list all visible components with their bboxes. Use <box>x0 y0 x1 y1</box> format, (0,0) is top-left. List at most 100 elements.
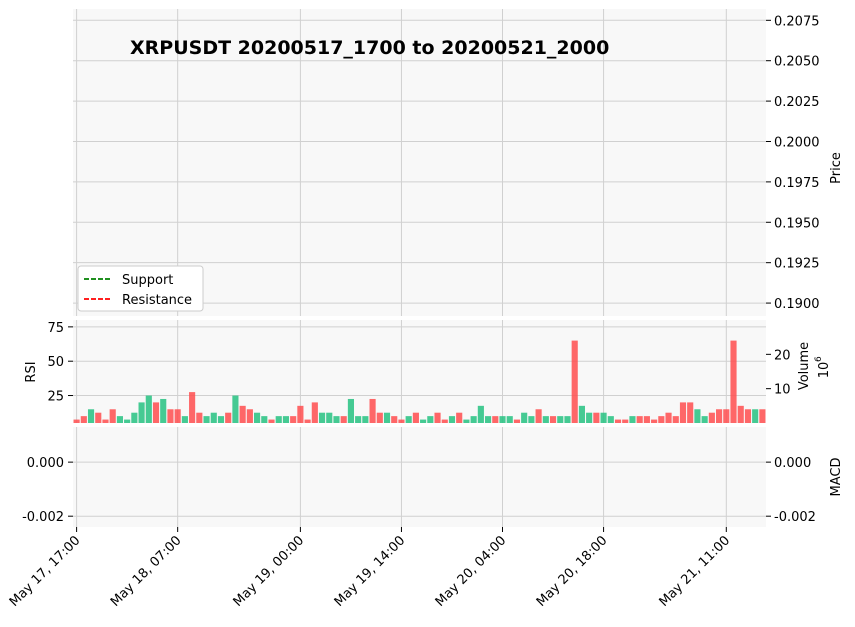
rsi-tick-label: 25 <box>47 390 64 405</box>
price-panel-bg <box>73 9 766 316</box>
x-tick-label: May 19, 00:00 <box>231 533 308 610</box>
macd-axis-label: MACD <box>829 458 844 497</box>
volume-unit-exp: 6 <box>814 356 824 362</box>
rsi-axis-label: RSI <box>24 361 39 382</box>
volume-bar <box>398 419 405 423</box>
volume-bar <box>470 416 477 423</box>
volume-bar <box>102 419 109 423</box>
volume-bar <box>124 419 131 423</box>
volume-bar <box>217 416 225 423</box>
legend-support-label: Support <box>122 273 173 288</box>
volume-bar <box>492 416 499 423</box>
volume-bar <box>145 395 152 423</box>
volume-bar <box>282 416 290 423</box>
volume-bar <box>521 412 528 423</box>
rsi-tick-label: 50 <box>47 355 64 370</box>
x-tick-label: May 18, 07:00 <box>108 533 185 610</box>
macd-panel-bg <box>73 427 766 527</box>
price-tick-label: 0.2075 <box>774 14 820 29</box>
volume-bar <box>463 419 470 423</box>
volume-bar <box>528 416 535 423</box>
price-axis-label: Price <box>829 152 844 184</box>
volume-bar <box>593 412 600 423</box>
volume-bar <box>759 409 766 423</box>
rsi-panel-bg <box>73 320 766 423</box>
volume-bar <box>499 416 506 423</box>
volume-bar <box>564 416 571 423</box>
volume-bar <box>340 416 347 423</box>
volume-bar <box>167 409 174 423</box>
volume-bar <box>448 416 456 423</box>
volume-bar <box>665 412 672 423</box>
volume-bar <box>716 409 723 423</box>
volume-bar <box>362 416 369 423</box>
volume-bar <box>391 416 398 423</box>
volume-tick-label: 10 <box>774 383 791 398</box>
volume-bar <box>333 416 340 423</box>
volume-bar <box>679 402 687 423</box>
volume-bar <box>174 409 181 423</box>
volume-bar <box>318 412 326 423</box>
volume-bar <box>196 412 203 423</box>
volume-bar <box>304 419 311 423</box>
volume-bar <box>513 419 521 423</box>
volume-bar <box>347 398 354 423</box>
x-tick-label: May 20, 04:00 <box>433 533 510 610</box>
volume-bar <box>672 416 679 423</box>
volume-bar <box>434 412 441 423</box>
volume-bar <box>643 416 650 423</box>
price-tick-label: 0.2050 <box>774 55 820 70</box>
volume-bar <box>160 398 167 423</box>
volume-bar <box>752 409 759 423</box>
volume-bar <box>369 398 376 423</box>
volume-bar <box>232 395 239 423</box>
volume-bar <box>571 340 578 423</box>
volume-bar <box>614 419 622 423</box>
volume-bar <box>622 419 629 423</box>
volume-bar <box>578 405 585 423</box>
macd-tick-label-left: -0.002 <box>22 510 64 525</box>
volume-bar <box>542 416 549 423</box>
macd-tick-label-right: 0.000 <box>774 456 811 471</box>
volume-bar <box>636 416 643 423</box>
price-tick-label: 0.2000 <box>774 135 820 150</box>
volume-bar <box>730 340 737 423</box>
volume-bar <box>535 409 542 423</box>
chart-title: XRPUSDT 20200517_1700 to 20200521_2000 <box>130 37 609 59</box>
volume-bar <box>73 419 80 423</box>
volume-bar <box>658 416 665 423</box>
x-tick-label: May 20, 18:00 <box>534 533 611 610</box>
volume-bar <box>456 412 463 423</box>
volume-bar <box>376 412 383 423</box>
volume-bar <box>412 412 419 423</box>
volume-bar <box>189 392 196 423</box>
volume-bar <box>246 409 253 423</box>
volume-bar <box>405 416 412 423</box>
x-tick-label: May 21, 11:00 <box>657 533 734 610</box>
macd-tick-label-right: -0.002 <box>774 510 816 525</box>
volume-bar <box>701 416 708 423</box>
volume-bar <box>477 405 484 423</box>
volume-bar <box>549 416 557 423</box>
volume-bar <box>383 412 391 423</box>
volume-unit-base: 10 <box>817 362 832 379</box>
volume-bar <box>744 409 752 423</box>
volume-bar <box>297 405 304 423</box>
volume-bar <box>275 416 282 423</box>
price-tick-label: 0.1975 <box>774 176 820 191</box>
volume-tick-label: 20 <box>774 348 791 363</box>
volume-bar <box>355 416 362 423</box>
price-tick-label: 0.1950 <box>774 216 820 231</box>
volume-bar <box>694 409 701 423</box>
volume-bar <box>290 416 297 423</box>
volume-bar <box>708 412 715 423</box>
x-tick-label: May 17, 17:00 <box>7 533 84 610</box>
volume-bar <box>203 416 210 423</box>
volume-bar <box>557 416 564 423</box>
volume-bar <box>152 402 160 423</box>
volume-bar <box>506 416 513 423</box>
volume-bar <box>311 402 318 423</box>
volume-bar <box>723 409 730 423</box>
volume-bar <box>326 412 333 423</box>
